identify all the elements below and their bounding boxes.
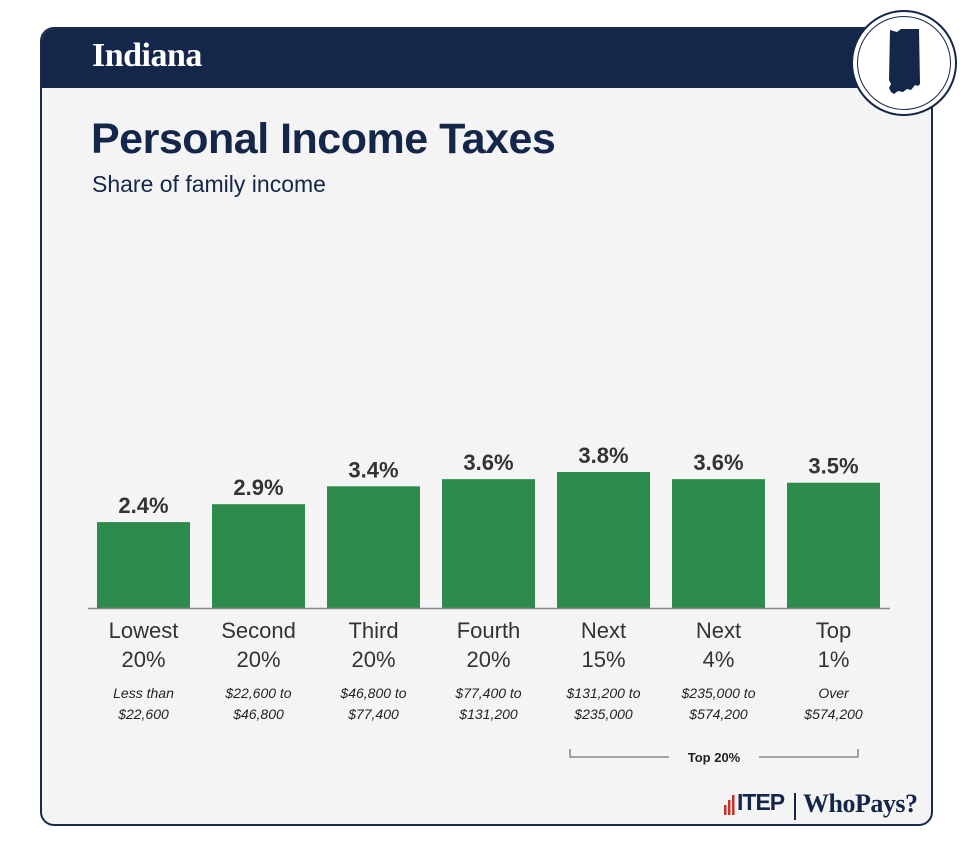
category-label: 20% bbox=[351, 647, 395, 672]
state-name: Indiana bbox=[92, 37, 202, 74]
itep-wordmark: ITEP bbox=[737, 789, 785, 815]
bar bbox=[672, 479, 765, 608]
data-label: 2.9% bbox=[233, 475, 283, 500]
data-label: 2.4% bbox=[118, 493, 168, 518]
income-range-label: $22,600 bbox=[117, 706, 169, 722]
bar bbox=[327, 486, 420, 608]
data-label: 3.4% bbox=[348, 457, 398, 482]
income-range-label: $235,000 to bbox=[681, 685, 756, 701]
category-label: Lowest bbox=[109, 618, 179, 643]
category-label: Next bbox=[696, 618, 741, 643]
income-range-label: $46,800 bbox=[232, 706, 284, 722]
category-label: Top bbox=[816, 618, 851, 643]
income-range-label: $22,600 to bbox=[224, 685, 291, 701]
bar bbox=[212, 504, 305, 608]
data-label: 3.5% bbox=[808, 454, 858, 479]
card-header: Indiana bbox=[42, 29, 931, 88]
data-label: 3.8% bbox=[578, 443, 628, 468]
bracket-label: Top 20% bbox=[688, 750, 741, 765]
income-range-label: $77,400 to bbox=[454, 685, 521, 701]
itep-bars-icon bbox=[724, 795, 735, 815]
income-range-label: $131,200 bbox=[458, 706, 518, 722]
category-label: Next bbox=[581, 618, 626, 643]
income-range-label: $77,400 bbox=[347, 706, 399, 722]
income-range-label: $235,000 bbox=[573, 706, 633, 722]
category-label: 20% bbox=[466, 647, 510, 672]
bracket-left bbox=[569, 749, 669, 758]
category-label: Third bbox=[348, 618, 398, 643]
logo-divider bbox=[794, 793, 796, 820]
chart-card: Indiana Personal Income Taxes Share of f… bbox=[40, 27, 933, 826]
category-label: 20% bbox=[121, 647, 165, 672]
data-label: 3.6% bbox=[463, 450, 513, 475]
category-label: 1% bbox=[818, 647, 850, 672]
income-range-label: $131,200 to bbox=[566, 685, 641, 701]
whopays-wordmark: WhoPays? bbox=[803, 789, 918, 818]
category-label: Second bbox=[221, 618, 296, 643]
bar bbox=[787, 482, 880, 608]
category-label: Fourth bbox=[457, 618, 521, 643]
bar bbox=[97, 522, 190, 608]
badge-ring bbox=[857, 16, 951, 110]
income-range-label: Less than bbox=[113, 685, 174, 701]
income-range-label: $574,200 bbox=[688, 706, 748, 722]
bar bbox=[442, 479, 535, 608]
chart-title: Personal Income Taxes bbox=[91, 115, 556, 163]
chart-subtitle: Share of family income bbox=[92, 171, 326, 197]
bar bbox=[557, 472, 650, 608]
category-label: 20% bbox=[236, 647, 280, 672]
income-range-label: $574,200 bbox=[803, 706, 863, 722]
income-range-label: Over bbox=[818, 685, 850, 701]
itep-logo: ITEP bbox=[724, 789, 794, 819]
data-label: 3.6% bbox=[693, 450, 743, 475]
income-range-label: $46,800 to bbox=[339, 685, 406, 701]
category-label: 15% bbox=[581, 647, 625, 672]
category-label: 4% bbox=[703, 647, 735, 672]
indiana-map-icon bbox=[889, 29, 920, 94]
bracket-right bbox=[759, 749, 859, 758]
state-badge bbox=[851, 10, 957, 116]
